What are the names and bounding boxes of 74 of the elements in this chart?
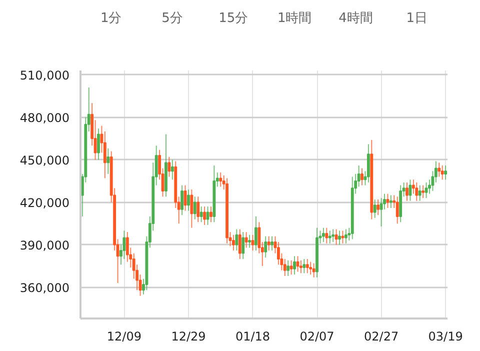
x-tick-label: 01/18 bbox=[235, 330, 270, 344]
y-tick-label: 480,000 bbox=[20, 110, 70, 125]
x-tick-label: 12/09 bbox=[106, 330, 142, 344]
candlestick bbox=[406, 182, 408, 202]
candlestick bbox=[290, 260, 293, 276]
candlestick bbox=[206, 206, 210, 226]
x-tick-label: 12/29 bbox=[171, 330, 206, 344]
candlestick bbox=[187, 189, 190, 212]
candlestick bbox=[332, 228, 335, 242]
candlestick bbox=[306, 258, 309, 274]
candlestick bbox=[180, 184, 184, 216]
y-tick-label: 420,000 bbox=[20, 196, 70, 210]
candlestick bbox=[325, 227, 328, 244]
candlestick bbox=[293, 256, 296, 276]
text: 5分 bbox=[162, 11, 183, 26]
candlestick bbox=[302, 258, 306, 274]
x-tick-label: 02/07 bbox=[300, 330, 334, 344]
candlestick bbox=[232, 234, 235, 251]
candlestick bbox=[328, 230, 332, 244]
candlestick bbox=[389, 194, 392, 208]
candlestick bbox=[422, 184, 425, 199]
candlestick bbox=[380, 198, 383, 227]
candlestick bbox=[244, 232, 248, 248]
candlestick bbox=[238, 228, 242, 260]
candlestick bbox=[438, 162, 441, 178]
candlestick bbox=[415, 182, 418, 202]
candlestick bbox=[248, 234, 252, 248]
x-tick-label: 02/27 bbox=[364, 330, 399, 344]
candlestick bbox=[242, 232, 245, 260]
candlestick bbox=[322, 227, 325, 242]
candlestick bbox=[193, 196, 196, 220]
candlestick bbox=[373, 198, 376, 218]
candlestick bbox=[267, 236, 270, 251]
candlestick bbox=[235, 228, 238, 251]
candlestick bbox=[312, 262, 316, 278]
candlestick bbox=[210, 206, 212, 223]
candlestick bbox=[424, 182, 428, 199]
candlestick bbox=[196, 196, 200, 223]
candlestick bbox=[299, 260, 302, 274]
candlestick bbox=[344, 228, 348, 244]
candlestick bbox=[254, 216, 258, 251]
candlestick bbox=[200, 206, 203, 223]
candlestick bbox=[334, 228, 338, 246]
candlestick bbox=[264, 236, 268, 258]
y-tick-label: 390,000 bbox=[20, 238, 70, 252]
text: 1時間 bbox=[277, 11, 312, 26]
candlestick bbox=[190, 189, 194, 228]
candlestick bbox=[418, 184, 422, 202]
candlestick bbox=[97, 128, 100, 160]
candlestick bbox=[366, 144, 370, 183]
candlestick bbox=[219, 172, 222, 188]
candlestick bbox=[444, 164, 448, 180]
candlestick bbox=[168, 156, 171, 178]
candlestick bbox=[440, 164, 444, 180]
candlestick bbox=[251, 234, 254, 251]
candlestick bbox=[386, 193, 390, 208]
y-tick-label: 510,000 bbox=[20, 68, 70, 82]
candlestick bbox=[360, 168, 364, 186]
y-tick-label: 360,000 bbox=[20, 280, 70, 295]
text: 4時間 bbox=[338, 11, 373, 26]
text: 15分 bbox=[218, 11, 248, 26]
text: 1分 bbox=[100, 11, 122, 26]
candlestick bbox=[106, 148, 110, 174]
candlestick bbox=[203, 206, 206, 226]
candlestick bbox=[376, 198, 380, 216]
y-tick-label: 450,000 bbox=[20, 153, 70, 168]
candlestick bbox=[170, 159, 174, 180]
candlestick bbox=[396, 196, 399, 224]
x-tick-label: 03/19 bbox=[428, 330, 463, 344]
text: 1日 bbox=[406, 11, 428, 26]
candlestick bbox=[338, 230, 341, 246]
candlestick bbox=[309, 261, 312, 276]
candlestick bbox=[270, 236, 274, 251]
candlestick bbox=[286, 260, 290, 276]
